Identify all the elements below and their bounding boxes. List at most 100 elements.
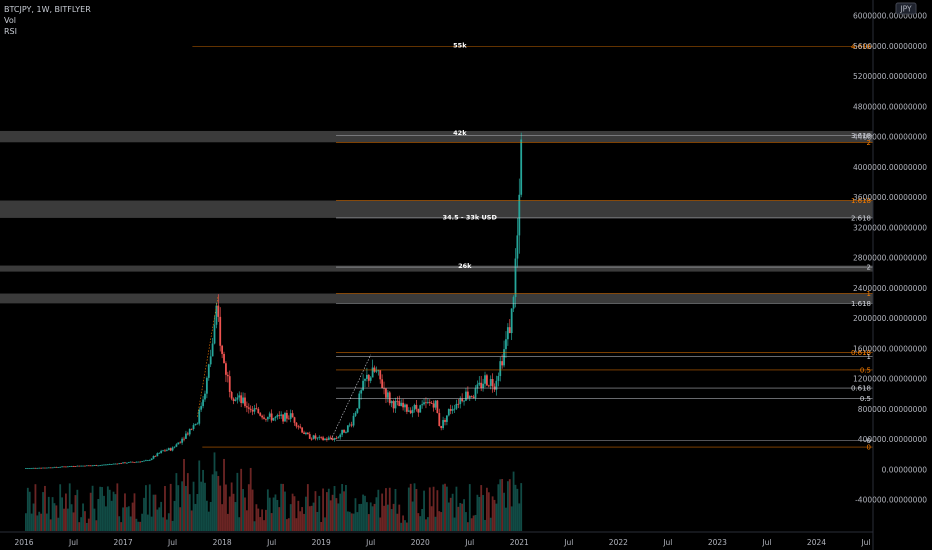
- volume-bar: [503, 492, 505, 531]
- volume-bar: [274, 494, 277, 531]
- candle-body: [101, 464, 104, 466]
- volume-bar: [461, 503, 464, 531]
- candle-body: [259, 413, 262, 416]
- legend-title[interactable]: BTCJPY, 1W, BITFLYER: [4, 5, 91, 14]
- volume-layer: [25, 452, 523, 531]
- volume-bar: [404, 520, 406, 531]
- candle-body: [518, 194, 521, 236]
- volume-bar: [510, 506, 513, 531]
- candle-body: [66, 466, 69, 468]
- candle-body: [205, 377, 208, 394]
- volume-bar: [375, 497, 378, 531]
- volume-bar: [154, 494, 157, 531]
- volume-bar: [335, 498, 338, 531]
- candle-body: [47, 467, 50, 469]
- volume-bar: [205, 500, 208, 531]
- time-tick-label: Jul: [365, 538, 375, 547]
- volume-bar: [400, 522, 403, 531]
- price-annotation: 26k: [458, 262, 472, 270]
- volume-bar: [284, 491, 286, 531]
- volume-bar: [278, 507, 281, 531]
- volume-bar: [175, 473, 178, 531]
- price-tick-label: 3200000.00000000: [853, 223, 927, 232]
- volume-bar: [249, 467, 252, 531]
- candle-body: [217, 305, 220, 317]
- volume-bar: [379, 517, 382, 531]
- candle-body: [213, 324, 216, 344]
- volume-bar: [327, 488, 330, 531]
- candle-body: [238, 395, 241, 398]
- volume-bar: [449, 497, 452, 531]
- candle-body: [333, 437, 336, 440]
- volume-bar: [442, 484, 444, 531]
- candle-body: [82, 465, 84, 467]
- volume-bar: [30, 513, 33, 531]
- price-tick-label: 2000000.00000000: [853, 314, 927, 323]
- candle-body: [116, 463, 119, 465]
- currency-badge-box[interactable]: [895, 2, 917, 15]
- volume-bar: [61, 497, 63, 531]
- volume-bar: [188, 494, 191, 531]
- volume-bar: [417, 513, 420, 531]
- candle-body: [352, 415, 355, 426]
- volume-bar: [463, 499, 465, 531]
- legend-vol[interactable]: Vol: [4, 16, 16, 25]
- volume-bar: [291, 493, 294, 531]
- price-tick-label: 2800000.00000000: [853, 254, 927, 263]
- volume-bar: [156, 509, 159, 531]
- candle-body: [508, 327, 511, 334]
- candle-body: [131, 461, 134, 463]
- volume-bar: [434, 516, 437, 531]
- volume-bar: [80, 517, 83, 531]
- volume-bar: [266, 489, 269, 531]
- candle-body: [223, 353, 225, 364]
- candle-body: [318, 436, 321, 438]
- volume-bar: [310, 505, 313, 531]
- volume-bar: [245, 510, 248, 531]
- candle-body: [356, 408, 359, 413]
- volume-bar: [105, 506, 107, 531]
- candle-body: [152, 456, 155, 459]
- candle-body: [402, 402, 404, 408]
- volume-bar: [320, 522, 323, 531]
- volume-bar: [280, 483, 283, 531]
- candle-body: [215, 305, 218, 325]
- volume-bar: [257, 508, 260, 531]
- candle-body: [139, 461, 142, 463]
- time-tick-label: Jul: [860, 538, 870, 547]
- volume-bar: [270, 513, 273, 531]
- legend-rsi[interactable]: RSI: [4, 27, 17, 36]
- volume-bar: [409, 483, 412, 531]
- candle-body: [194, 423, 197, 426]
- candle-body: [185, 433, 187, 439]
- volume-bar: [72, 512, 75, 531]
- fib-level-label: 4.618: [851, 43, 871, 51]
- volume-bar: [152, 494, 155, 531]
- currency-badge[interactable]: JPY: [899, 5, 912, 14]
- volume-bar: [396, 513, 399, 531]
- candle-body: [455, 403, 458, 409]
- candle-body: [512, 297, 515, 309]
- volume-bar: [103, 495, 105, 531]
- candle-body: [472, 396, 475, 398]
- candle-body: [413, 404, 416, 410]
- candle-body: [371, 367, 374, 378]
- volume-bar: [493, 499, 496, 531]
- volume-bar: [66, 508, 69, 531]
- volume-bar: [520, 483, 523, 531]
- volume-bar: [225, 484, 227, 531]
- candle-body: [377, 370, 380, 372]
- volume-bar: [51, 497, 54, 531]
- volume-bar: [40, 513, 43, 531]
- candle-body: [474, 388, 477, 398]
- volume-bar: [491, 496, 494, 531]
- volume-bar: [141, 513, 144, 531]
- fib-level-label: 2.618: [851, 214, 871, 222]
- resistance-zone: [0, 265, 873, 272]
- volume-bar: [186, 473, 189, 531]
- volume-bar: [514, 484, 517, 531]
- candle-body: [362, 380, 364, 391]
- fib-level-label: 1: [867, 290, 871, 298]
- volume-bar: [383, 505, 385, 531]
